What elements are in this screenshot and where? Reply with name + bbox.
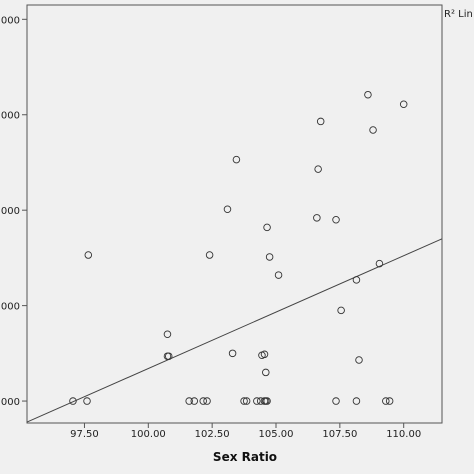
x-tick-label: 110.00 — [386, 429, 421, 440]
data-point — [263, 223, 271, 232]
data-point — [223, 205, 232, 213]
data-point — [313, 214, 321, 222]
data-point — [228, 349, 237, 358]
y-tick-label: 000 — [1, 397, 20, 408]
data-point — [332, 215, 340, 224]
data-point — [274, 271, 283, 279]
data-point — [185, 397, 193, 405]
points-layer — [69, 90, 408, 405]
data-point — [355, 356, 363, 364]
data-point — [240, 397, 248, 405]
y-tick-label: 000 — [1, 302, 20, 313]
data-point — [385, 397, 394, 405]
data-point — [364, 90, 372, 99]
data-point — [69, 397, 77, 405]
x-axis: 97.50 100.00 102.50 105.00 107.50 110.00 — [70, 423, 421, 440]
y-tick-label: 000 — [1, 111, 20, 122]
data-point — [352, 397, 361, 405]
x-tick-label: 105.00 — [259, 429, 294, 440]
x-tick-label: 102.50 — [195, 429, 230, 440]
data-point — [199, 397, 207, 405]
data-point — [369, 126, 377, 134]
data-point — [232, 155, 241, 164]
data-point — [164, 352, 173, 360]
legend-entry: R² Lin — [444, 9, 473, 20]
data-point — [375, 259, 384, 268]
data-point — [205, 251, 214, 259]
x-tick-label: 100.00 — [131, 429, 166, 440]
data-point — [262, 368, 270, 377]
y-tick-label: 000 — [1, 15, 20, 26]
data-point — [260, 350, 269, 359]
y-axis: 000 000 000 000 000 — [1, 15, 27, 408]
plot-area — [26, 4, 443, 424]
data-point — [265, 253, 274, 261]
data-point — [382, 397, 390, 405]
data-point — [332, 397, 340, 405]
data-point — [163, 330, 172, 338]
data-point — [83, 397, 91, 405]
data-point — [84, 251, 93, 259]
x-tick-label: 107.50 — [322, 429, 357, 440]
data-point — [399, 100, 408, 109]
y-tick-label: 000 — [1, 206, 20, 217]
fit-line — [26, 238, 443, 423]
data-point — [263, 397, 271, 405]
data-point — [190, 397, 199, 405]
data-point — [203, 397, 211, 405]
data-point — [314, 165, 322, 173]
data-point — [242, 397, 251, 405]
data-point — [337, 306, 345, 315]
x-tick-label: 97.50 — [70, 429, 99, 440]
data-point — [253, 397, 261, 405]
x-axis-title: Sex Ratio — [213, 450, 277, 464]
data-point — [352, 276, 361, 284]
data-point — [316, 117, 325, 126]
